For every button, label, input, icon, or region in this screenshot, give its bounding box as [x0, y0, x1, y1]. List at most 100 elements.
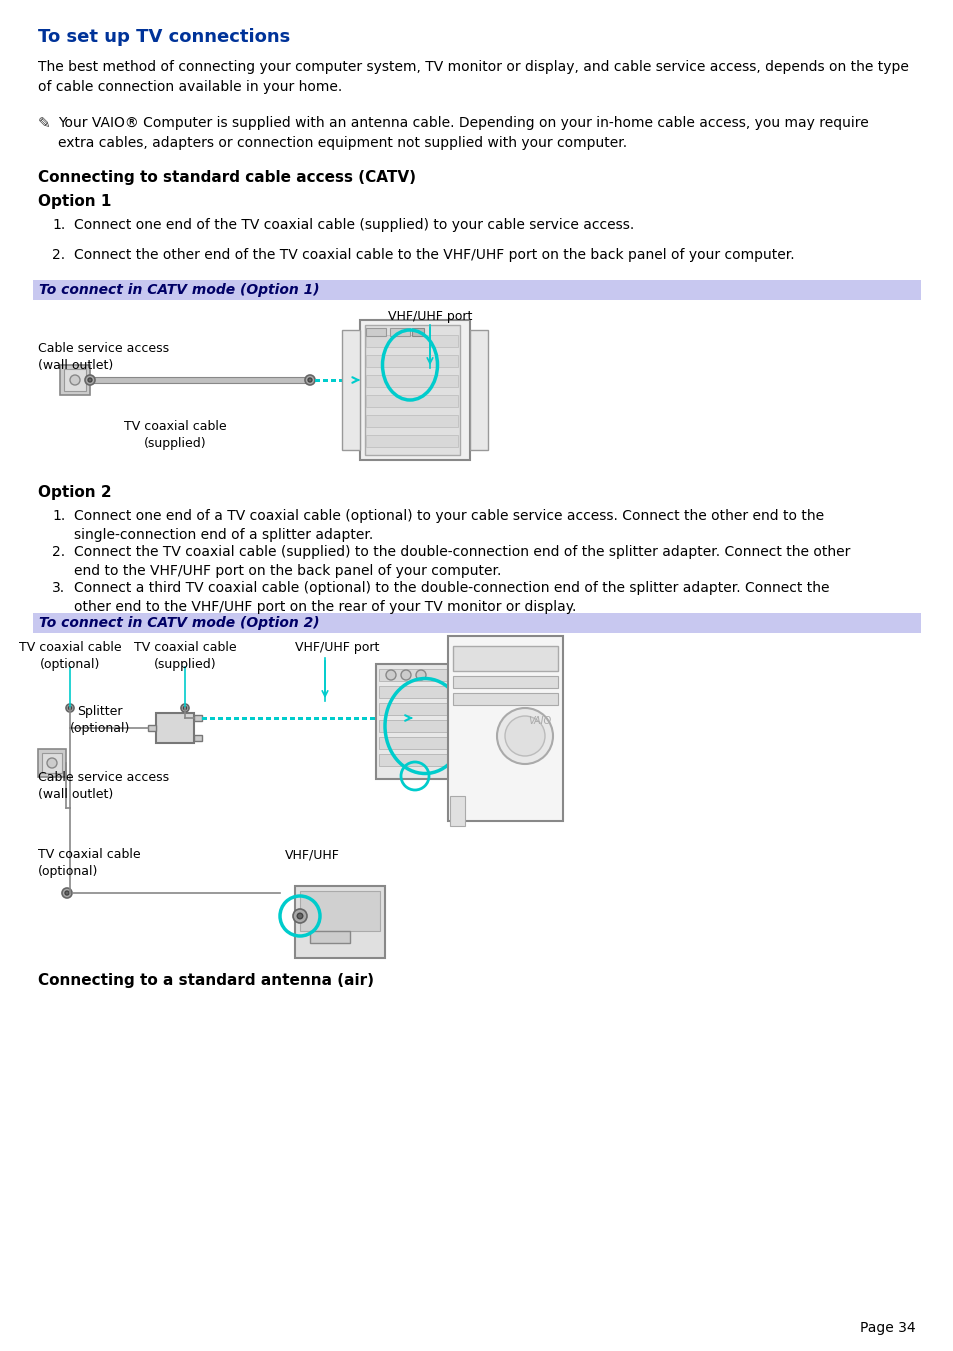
Text: 1.: 1.: [52, 509, 65, 523]
Circle shape: [181, 704, 189, 712]
Text: VHF/UHF port: VHF/UHF port: [388, 309, 472, 323]
Circle shape: [400, 670, 411, 680]
Circle shape: [88, 378, 91, 382]
Bar: [453, 676, 558, 688]
Bar: [64, 369, 86, 390]
Text: Connect one end of a TV coaxial cable (optional) to your cable service access. C: Connect one end of a TV coaxial cable (o…: [74, 509, 823, 543]
Text: Connect a third TV coaxial cable (optional) to the double-connection end of the : Connect a third TV coaxial cable (option…: [74, 581, 828, 615]
Bar: [314, 716, 318, 720]
Bar: [314, 378, 319, 381]
Text: Connecting to a standard antenna (air): Connecting to a standard antenna (air): [38, 973, 374, 988]
Bar: [90, 377, 310, 382]
Bar: [386, 716, 391, 720]
Bar: [250, 716, 254, 720]
Text: 2.: 2.: [52, 249, 65, 262]
Text: Your VAIO® Computer is supplied with an antenna cable. Depending on your in-home: Your VAIO® Computer is supplied with an …: [58, 116, 868, 150]
Bar: [347, 378, 352, 381]
Bar: [290, 716, 294, 720]
Bar: [193, 735, 202, 740]
Bar: [378, 738, 460, 748]
Circle shape: [308, 378, 312, 382]
Text: Cable service access
(wall outlet): Cable service access (wall outlet): [38, 771, 169, 801]
Bar: [330, 716, 335, 720]
Bar: [365, 326, 459, 455]
Circle shape: [386, 670, 395, 680]
Text: VHF/UHF port: VHF/UHF port: [294, 640, 379, 654]
Bar: [390, 328, 410, 336]
Bar: [378, 703, 460, 715]
Text: Connect the TV coaxial cable (supplied) to the double-connection end of the spli: Connect the TV coaxial cable (supplied) …: [74, 544, 849, 578]
Circle shape: [65, 892, 69, 894]
Text: TV coaxial cable
(optional): TV coaxial cable (optional): [38, 848, 140, 878]
Bar: [310, 931, 350, 943]
Text: Splitter
(optional): Splitter (optional): [70, 705, 130, 735]
Text: VAIO: VAIO: [528, 716, 551, 725]
Bar: [294, 886, 385, 958]
Text: 2.: 2.: [52, 544, 65, 559]
Text: ✎: ✎: [38, 116, 51, 131]
Circle shape: [416, 670, 426, 680]
Bar: [210, 716, 214, 720]
Bar: [378, 754, 460, 766]
Bar: [33, 280, 920, 300]
Bar: [370, 716, 375, 720]
Circle shape: [293, 909, 307, 923]
Bar: [226, 716, 231, 720]
Bar: [42, 753, 62, 773]
Circle shape: [85, 376, 95, 385]
Bar: [366, 415, 457, 427]
Text: TV coaxial cable
(supplied): TV coaxial cable (supplied): [124, 420, 226, 450]
Bar: [233, 716, 239, 720]
Bar: [282, 716, 287, 720]
Bar: [257, 716, 263, 720]
Text: To set up TV connections: To set up TV connections: [38, 28, 290, 46]
Text: 3.: 3.: [52, 581, 65, 594]
Circle shape: [504, 716, 544, 757]
Bar: [337, 716, 343, 720]
Bar: [274, 716, 278, 720]
Bar: [60, 365, 90, 394]
Bar: [38, 748, 66, 777]
Text: To connect in CATV mode (Option 1): To connect in CATV mode (Option 1): [39, 282, 319, 297]
Text: VHF/UHF: VHF/UHF: [285, 848, 339, 861]
Bar: [401, 716, 407, 720]
Bar: [338, 378, 344, 381]
Bar: [412, 328, 423, 336]
Bar: [377, 716, 382, 720]
Bar: [33, 613, 920, 634]
Text: The best method of connecting your computer system, TV monitor or display, and c: The best method of connecting your compu…: [38, 59, 908, 93]
Text: Option 2: Option 2: [38, 485, 112, 500]
Bar: [193, 715, 202, 721]
Bar: [361, 716, 367, 720]
Bar: [218, 716, 223, 720]
Bar: [366, 394, 457, 407]
Circle shape: [66, 704, 74, 712]
Circle shape: [47, 758, 57, 767]
Bar: [375, 663, 463, 780]
Bar: [366, 376, 457, 386]
Bar: [378, 686, 460, 698]
Bar: [366, 435, 457, 447]
Bar: [366, 335, 457, 347]
Bar: [453, 646, 558, 671]
Circle shape: [62, 888, 71, 898]
Bar: [359, 320, 470, 459]
Bar: [394, 716, 398, 720]
Bar: [346, 716, 351, 720]
Text: To connect in CATV mode (Option 2): To connect in CATV mode (Option 2): [39, 616, 319, 630]
Bar: [366, 355, 457, 367]
Bar: [448, 636, 562, 821]
Bar: [306, 716, 311, 720]
Bar: [354, 716, 358, 720]
Text: Cable service access
(wall outlet): Cable service access (wall outlet): [38, 342, 169, 372]
Bar: [322, 716, 327, 720]
Bar: [297, 716, 303, 720]
Bar: [148, 725, 156, 731]
Bar: [453, 693, 558, 705]
Text: TV coaxial cable
(supplied): TV coaxial cable (supplied): [133, 640, 236, 671]
Text: TV coaxial cable
(optional): TV coaxial cable (optional): [19, 640, 121, 671]
Bar: [202, 716, 207, 720]
Text: 1.: 1.: [52, 218, 65, 232]
Bar: [341, 330, 359, 450]
Circle shape: [297, 913, 302, 919]
